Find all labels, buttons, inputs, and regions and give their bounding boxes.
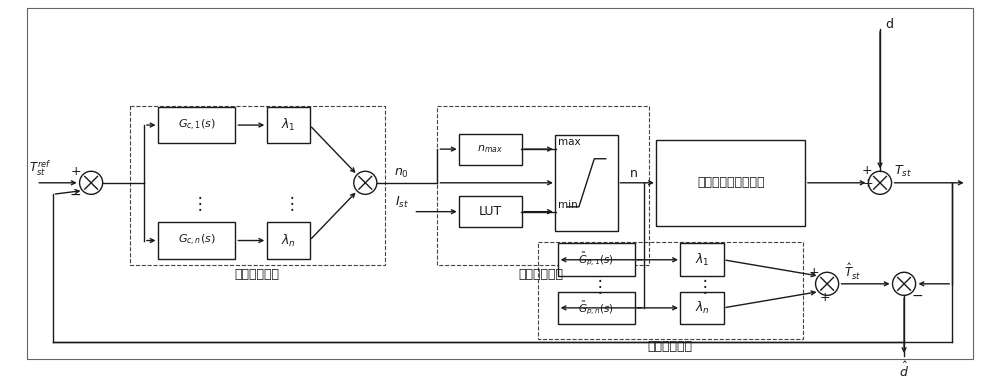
Text: +: + xyxy=(70,165,81,178)
Text: 全局标称模型: 全局标称模型 xyxy=(648,340,693,353)
Text: $G_{c,n}(s)$: $G_{c,n}(s)$ xyxy=(178,233,216,248)
Text: $\lambda_n$: $\lambda_n$ xyxy=(281,232,296,248)
Text: $\hat{d}$: $\hat{d}$ xyxy=(899,361,909,380)
Text: $\hat{T}_{st}$: $\hat{T}_{st}$ xyxy=(844,262,861,282)
Text: $\lambda_n$: $\lambda_n$ xyxy=(695,300,709,316)
Bar xyxy=(437,106,649,264)
Text: $n_0$: $n_0$ xyxy=(394,166,409,180)
Text: $\tilde{G}_{p,1}(s)$: $\tilde{G}_{p,1}(s)$ xyxy=(578,251,614,269)
Circle shape xyxy=(80,171,103,194)
Text: $n_{max}$: $n_{max}$ xyxy=(477,143,503,155)
Text: min: min xyxy=(558,200,577,210)
Circle shape xyxy=(816,272,839,295)
Text: $\vdots$: $\vdots$ xyxy=(283,194,294,213)
Text: $\vdots$: $\vdots$ xyxy=(191,194,203,213)
Bar xyxy=(656,139,805,226)
Bar xyxy=(158,107,235,143)
Circle shape xyxy=(354,171,377,194)
Text: $G_{c,1}(s)$: $G_{c,1}(s)$ xyxy=(178,117,216,133)
Bar xyxy=(538,242,803,339)
Text: +: + xyxy=(861,164,872,177)
Text: 自呼吸燃料电池系统: 自呼吸燃料电池系统 xyxy=(697,176,765,189)
Text: d: d xyxy=(885,18,893,30)
Bar xyxy=(158,222,235,259)
Bar xyxy=(680,243,724,276)
Text: $\vdots$: $\vdots$ xyxy=(591,277,602,296)
Circle shape xyxy=(893,272,916,295)
Bar xyxy=(558,243,635,276)
Text: $\vdots$: $\vdots$ xyxy=(696,277,708,296)
Text: +: + xyxy=(862,177,873,190)
Bar xyxy=(130,106,385,264)
Text: 动态饱和模块: 动态饱和模块 xyxy=(519,268,564,281)
Text: −: − xyxy=(912,288,923,303)
Text: $I_{st}$: $I_{st}$ xyxy=(395,194,409,210)
Text: $T_{st}$: $T_{st}$ xyxy=(894,164,912,179)
Text: $\lambda_1$: $\lambda_1$ xyxy=(695,252,709,268)
Bar xyxy=(459,134,522,165)
Circle shape xyxy=(868,171,892,194)
Text: n: n xyxy=(630,166,638,180)
Text: +: + xyxy=(808,266,819,279)
Bar xyxy=(558,291,635,324)
Text: max: max xyxy=(558,138,580,147)
Bar xyxy=(267,107,310,143)
Bar xyxy=(680,291,724,324)
Bar xyxy=(459,196,522,227)
Text: LUT: LUT xyxy=(479,205,502,218)
Text: $T^{ref}_{st}$: $T^{ref}_{st}$ xyxy=(29,158,51,178)
Text: −: − xyxy=(70,188,82,202)
Text: +: + xyxy=(820,291,830,304)
Bar xyxy=(267,222,310,259)
Text: $\lambda_1$: $\lambda_1$ xyxy=(281,117,296,133)
Text: 多内模控制器: 多内模控制器 xyxy=(234,268,279,281)
Text: $\tilde{G}_{p,n}(s)$: $\tilde{G}_{p,n}(s)$ xyxy=(578,299,614,317)
Bar xyxy=(555,135,618,231)
